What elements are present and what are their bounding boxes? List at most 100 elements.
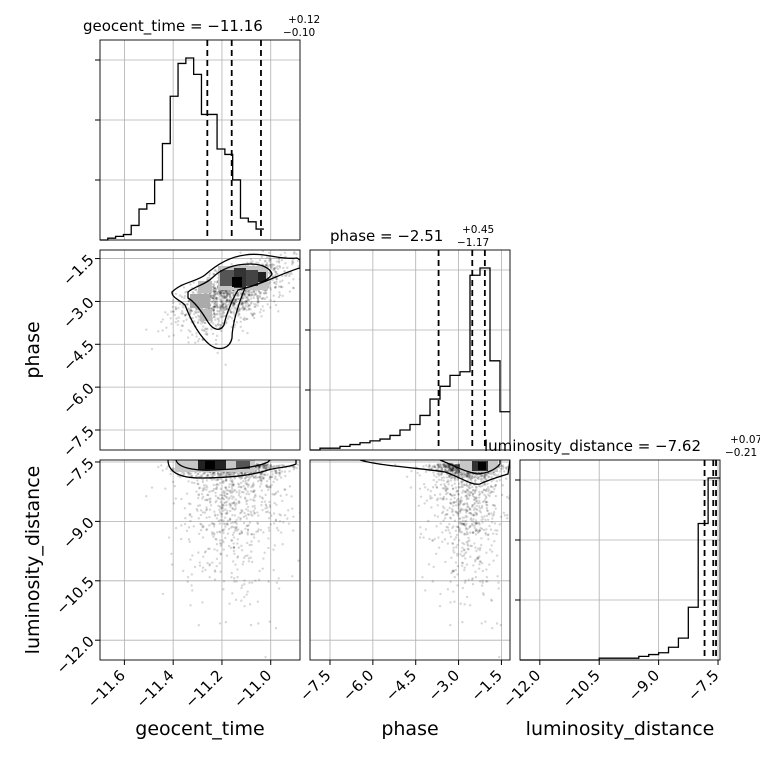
scatter-point: [478, 490, 481, 494]
scatter-point: [267, 282, 271, 285]
scatter-point: [213, 286, 217, 290]
scatter-point: [440, 467, 444, 470]
scatter-point: [266, 263, 269, 267]
scatter-point: [272, 267, 276, 270]
scatter-point: [267, 517, 271, 520]
scatter-point: [174, 305, 177, 309]
scatter-point: [418, 536, 422, 539]
scatter-point: [244, 514, 247, 518]
scatter-point: [291, 575, 294, 578]
scatter-point: [468, 539, 471, 542]
scatter-point: [215, 296, 219, 300]
scatter-point: [245, 500, 248, 503]
contour-outer: [359, 460, 510, 485]
scatter-point: [475, 488, 478, 491]
scatter-point: [213, 523, 216, 526]
scatter-point: [218, 306, 222, 310]
scatter-point: [181, 324, 185, 328]
scatter-point: [485, 551, 488, 554]
scatter-point: [446, 464, 449, 468]
grid-lines: [100, 40, 720, 660]
scatter-point: [219, 300, 223, 304]
scatter-point: [275, 471, 278, 474]
scatter-point: [214, 306, 217, 309]
scatter-point: [471, 489, 475, 492]
scatter-point: [225, 523, 229, 526]
scatter-point: [268, 504, 272, 507]
scatter-point: [256, 600, 260, 603]
scatter-point: [469, 491, 472, 495]
scatter-point: [222, 292, 225, 295]
scatter-point: [219, 291, 222, 294]
scatter-point: [222, 292, 225, 295]
contour-inner: [187, 263, 273, 330]
scatter-point: [479, 546, 482, 550]
scatter-point: [273, 544, 277, 547]
scatter-point: [251, 560, 254, 564]
scatter-point: [206, 473, 209, 476]
scatter-point: [453, 471, 457, 475]
scatter-point: [193, 565, 197, 569]
scatter-point: [487, 490, 490, 493]
scatter-point: [486, 482, 489, 485]
scatter-point: [235, 529, 239, 532]
scatter-point: [246, 590, 249, 593]
scatter-point: [447, 480, 450, 484]
scatter-point: [225, 304, 228, 307]
scatter-point: [268, 263, 272, 267]
scatter-point: [171, 480, 175, 484]
scatter-point: [500, 493, 504, 497]
scatter-point: [226, 509, 229, 513]
scatter-point: [220, 515, 223, 518]
scatter-point: [268, 500, 271, 504]
scatter-point: [217, 290, 220, 293]
scatter-point: [239, 472, 242, 475]
scatter-point: [481, 581, 484, 584]
scatter-point: [478, 555, 481, 558]
scatter-point: [456, 525, 460, 529]
scatter-point: [235, 300, 238, 304]
scatter-point: [191, 316, 194, 320]
scatter-point: [449, 467, 452, 471]
scatter-point: [282, 266, 285, 270]
scatter-point: [222, 540, 225, 544]
scatter-point: [478, 548, 482, 552]
scatter-point: [279, 285, 283, 288]
y-tick-label-phase: −4.5: [59, 337, 97, 375]
scatter-point: [214, 304, 217, 307]
scatter-point: [485, 489, 488, 492]
scatter-point: [171, 467, 175, 470]
scatter-point: [183, 294, 187, 298]
scatter-point: [267, 251, 271, 254]
scatter-point: [243, 301, 246, 304]
scatter-point: [264, 263, 268, 267]
scatter-point: [181, 303, 184, 307]
scatter-point: [201, 474, 204, 477]
scatter-point: [279, 514, 282, 517]
scatter-point: [217, 483, 220, 486]
scatter-point: [259, 308, 263, 311]
scatter-point: [436, 463, 440, 467]
scatter-point: [466, 544, 470, 547]
scatter-point: [178, 302, 182, 306]
scatter-point: [476, 556, 479, 559]
density-cell: [236, 461, 250, 469]
scatter-point: [481, 500, 485, 504]
scatter-point: [229, 491, 233, 495]
scatter-point: [244, 294, 247, 298]
scatter-point: [201, 524, 205, 527]
scatter-point: [442, 495, 446, 499]
scatter-point: [240, 531, 243, 534]
scatter-point: [270, 470, 274, 473]
scatter-point: [268, 286, 272, 290]
scatter-point: [194, 310, 197, 314]
scatter-point: [475, 512, 478, 515]
scatter-point: [461, 522, 465, 525]
scatter-point: [241, 305, 245, 308]
scatter-point: [190, 515, 193, 518]
scatter-point: [244, 300, 247, 303]
scatter-point: [189, 604, 192, 607]
scatter-point: [204, 321, 207, 325]
scatter-point: [451, 467, 455, 471]
scatter-point: [205, 498, 209, 501]
